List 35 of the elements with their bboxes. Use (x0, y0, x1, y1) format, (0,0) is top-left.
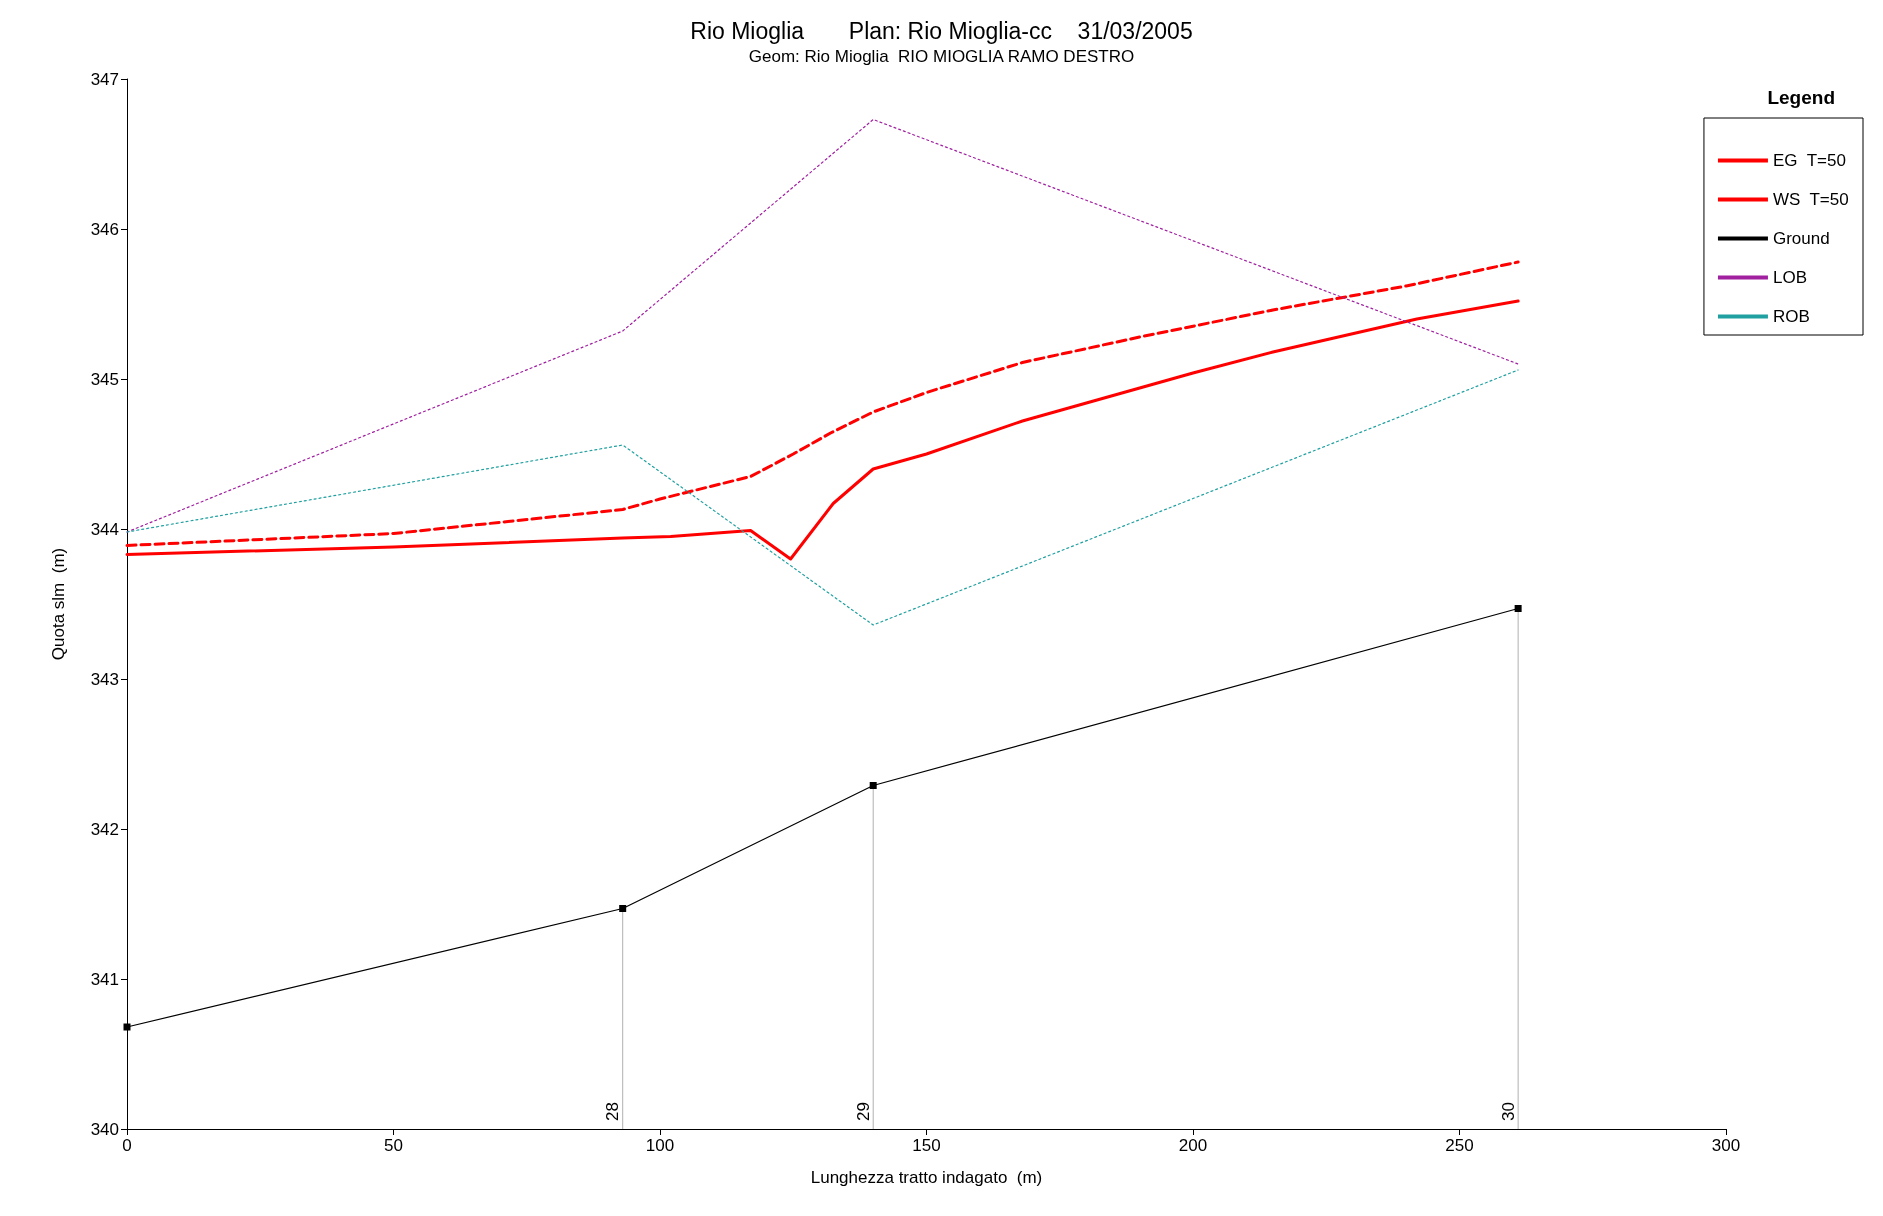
legend-label: EG T=50 (1772, 151, 1846, 170)
y-axis-title: Quota slm (m) (49, 547, 68, 661)
point (123, 1023, 131, 1031)
x-tick-label: 200 (1178, 1136, 1208, 1155)
x-tick-label: 0 (122, 1136, 132, 1155)
x-tick-label: 250 (1445, 1136, 1474, 1155)
x-tick-label: 100 (645, 1136, 675, 1155)
y-tick-label: 347 (90, 69, 119, 89)
line-series (125, 260, 1520, 547)
annotation: 28 (603, 1102, 623, 1121)
x-axis-title: Lunghezza tratto indagato (m) (810, 1168, 1043, 1187)
annotation: 29 (853, 1102, 873, 1121)
legend-label: LOB (1772, 268, 1807, 287)
legend-label: WS T=50 (1772, 190, 1849, 209)
x-tick-label: 50 (384, 1136, 403, 1155)
legend-label: ROB (1772, 307, 1810, 326)
y-tick-label: 342 (90, 819, 119, 839)
point (1514, 605, 1522, 612)
line-series (126, 369, 1519, 626)
x-tick-label: 300 (1711, 1136, 1741, 1155)
y-tick-label: 345 (90, 369, 119, 389)
legend-label: Ground (1772, 229, 1830, 248)
chart-title: Rio Mioglia Plan: Rio Mioglia-cc 31/03/2005 (690, 17, 1193, 44)
chart-subtitle: Geom: Rio Mioglia RIO MIOGLIA RAMO DESTRO (748, 47, 1135, 66)
x-tick-label: 150 (912, 1136, 941, 1155)
y-tick-label: 346 (90, 219, 119, 239)
y-tick-label: 344 (90, 519, 119, 539)
line-series (125, 299, 1520, 561)
y-tick-label: 343 (90, 669, 119, 689)
legend-title: Legend (1767, 87, 1835, 108)
point (869, 782, 877, 789)
y-tick-label: 340 (90, 1119, 119, 1139)
point (619, 905, 627, 912)
annotation: 30 (1498, 1102, 1518, 1121)
y-tick-label: 341 (90, 969, 119, 989)
